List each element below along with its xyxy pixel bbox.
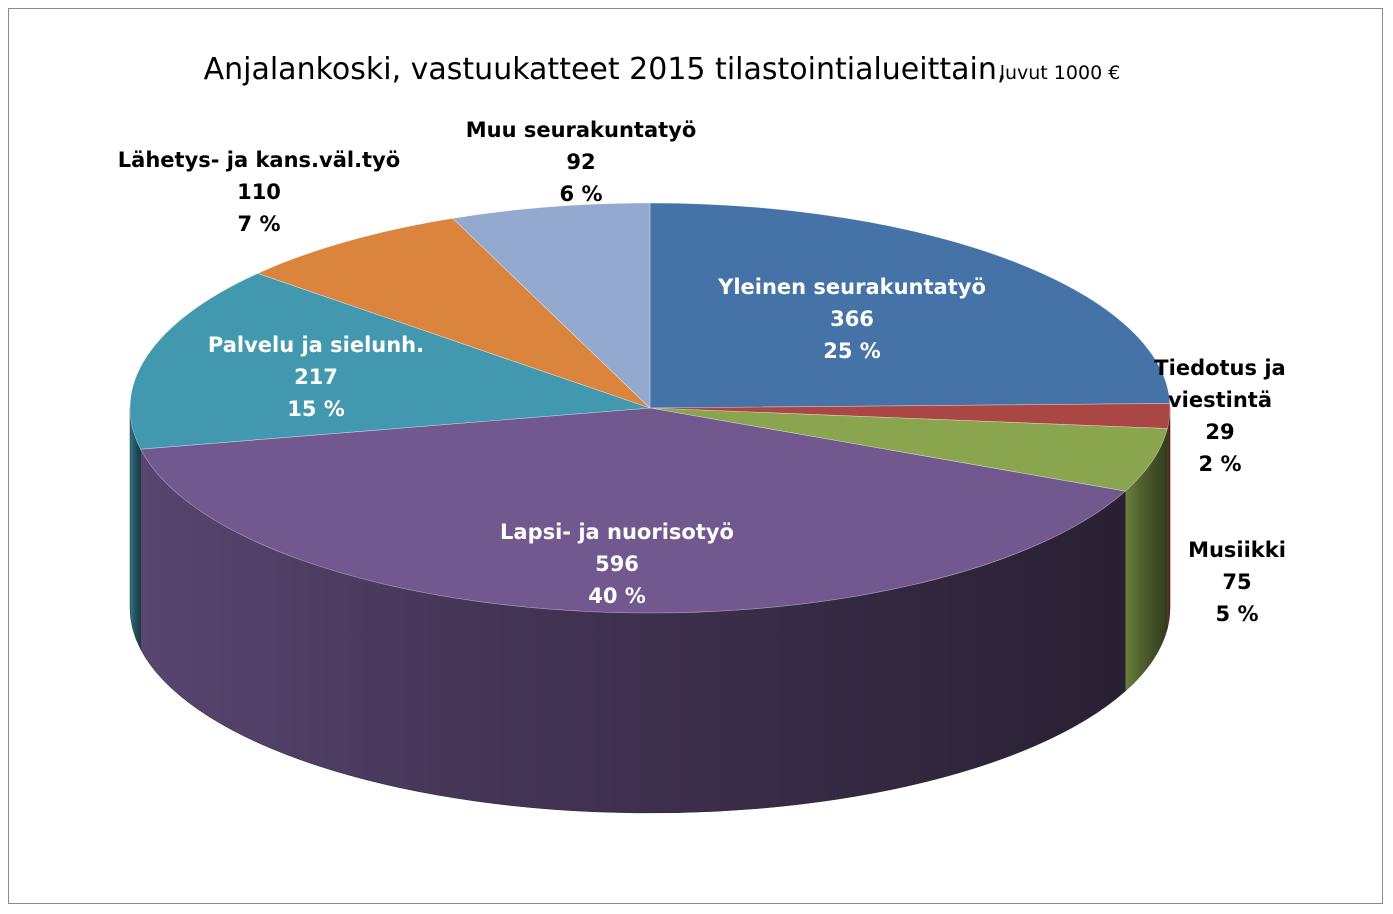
label-percent: 7 % — [238, 212, 281, 236]
label-value: 29 — [1205, 420, 1234, 444]
label-percent: 15 % — [287, 397, 345, 421]
label-value: 596 — [595, 552, 639, 576]
pie-slices — [129, 202, 1171, 614]
label-percent: 40 % — [588, 584, 646, 608]
label-musiikki: Musiikki 75 5 % — [1188, 538, 1286, 626]
label-percent: 2 % — [1199, 452, 1242, 476]
pie-labels: Yleinen seurakuntatyö 366 25 % Tiedotus ja v… — [118, 118, 1286, 626]
label-yleinen-seurakuntatyo: Yleinen seurakuntatyö 366 25 % — [717, 275, 986, 363]
label-percent: 5 % — [1216, 602, 1259, 626]
pie-slice-yleinen-seurakuntatyo — [649, 202, 1171, 409]
pie-slice-muu-seurakuntatyo — [452, 202, 651, 409]
label-value: 92 — [566, 150, 595, 174]
chart-subtitle: luvut 1000 € — [1000, 62, 1121, 84]
label-percent: 25 % — [823, 339, 881, 363]
label-lapsi-ja-nuorisotyo: Lapsi- ja nuorisotyö 596 40 % — [500, 520, 734, 608]
pie-slice-palvelu-ja-sielunh — [129, 273, 651, 450]
pie-slice-musiikki — [649, 407, 1168, 492]
label-value: 217 — [294, 365, 338, 389]
label-category: Muu seurakuntatyö — [466, 118, 697, 142]
label-category: Palvelu ja sielunh. — [208, 333, 424, 357]
label-muu-seurakuntatyo: Muu seurakuntatyö 92 6 % — [466, 118, 697, 206]
pie-depth-sides — [129, 407, 1171, 814]
label-percent: 6 % — [560, 182, 603, 206]
label-palvelu-ja-sielunh: Palvelu ja sielunh. 217 15 % — [208, 333, 424, 421]
label-value: 110 — [237, 180, 281, 204]
label-category: viestintä — [1168, 388, 1272, 412]
pie-side-tiedotus-ja-viestinta — [1167, 407, 1171, 629]
label-category: Tiedotus ja — [1154, 356, 1285, 380]
pie-slice-lahetys-ja-kans-val-tyo — [256, 218, 651, 409]
label-category: Musiikki — [1188, 538, 1286, 562]
chart-title: Anjalankoski, vastuukatteet 2015 tilasto… — [204, 52, 1007, 87]
pie-slice-lapsi-ja-nuorisotyo — [140, 407, 1126, 614]
label-value: 75 — [1222, 570, 1251, 594]
label-category: Lähetys- ja kans.väl.työ — [118, 148, 400, 172]
label-tiedotus-ja-viestinta: Tiedotus ja viestintä 29 2 % — [1154, 356, 1285, 476]
label-category: Yleinen seurakuntatyö — [717, 275, 986, 299]
label-lahetys-ja-kans-val-tyo: Lähetys- ja kans.väl.työ 110 7 % — [118, 148, 400, 236]
label-value: 366 — [830, 307, 874, 331]
label-category: Lapsi- ja nuorisotyö — [500, 520, 734, 544]
